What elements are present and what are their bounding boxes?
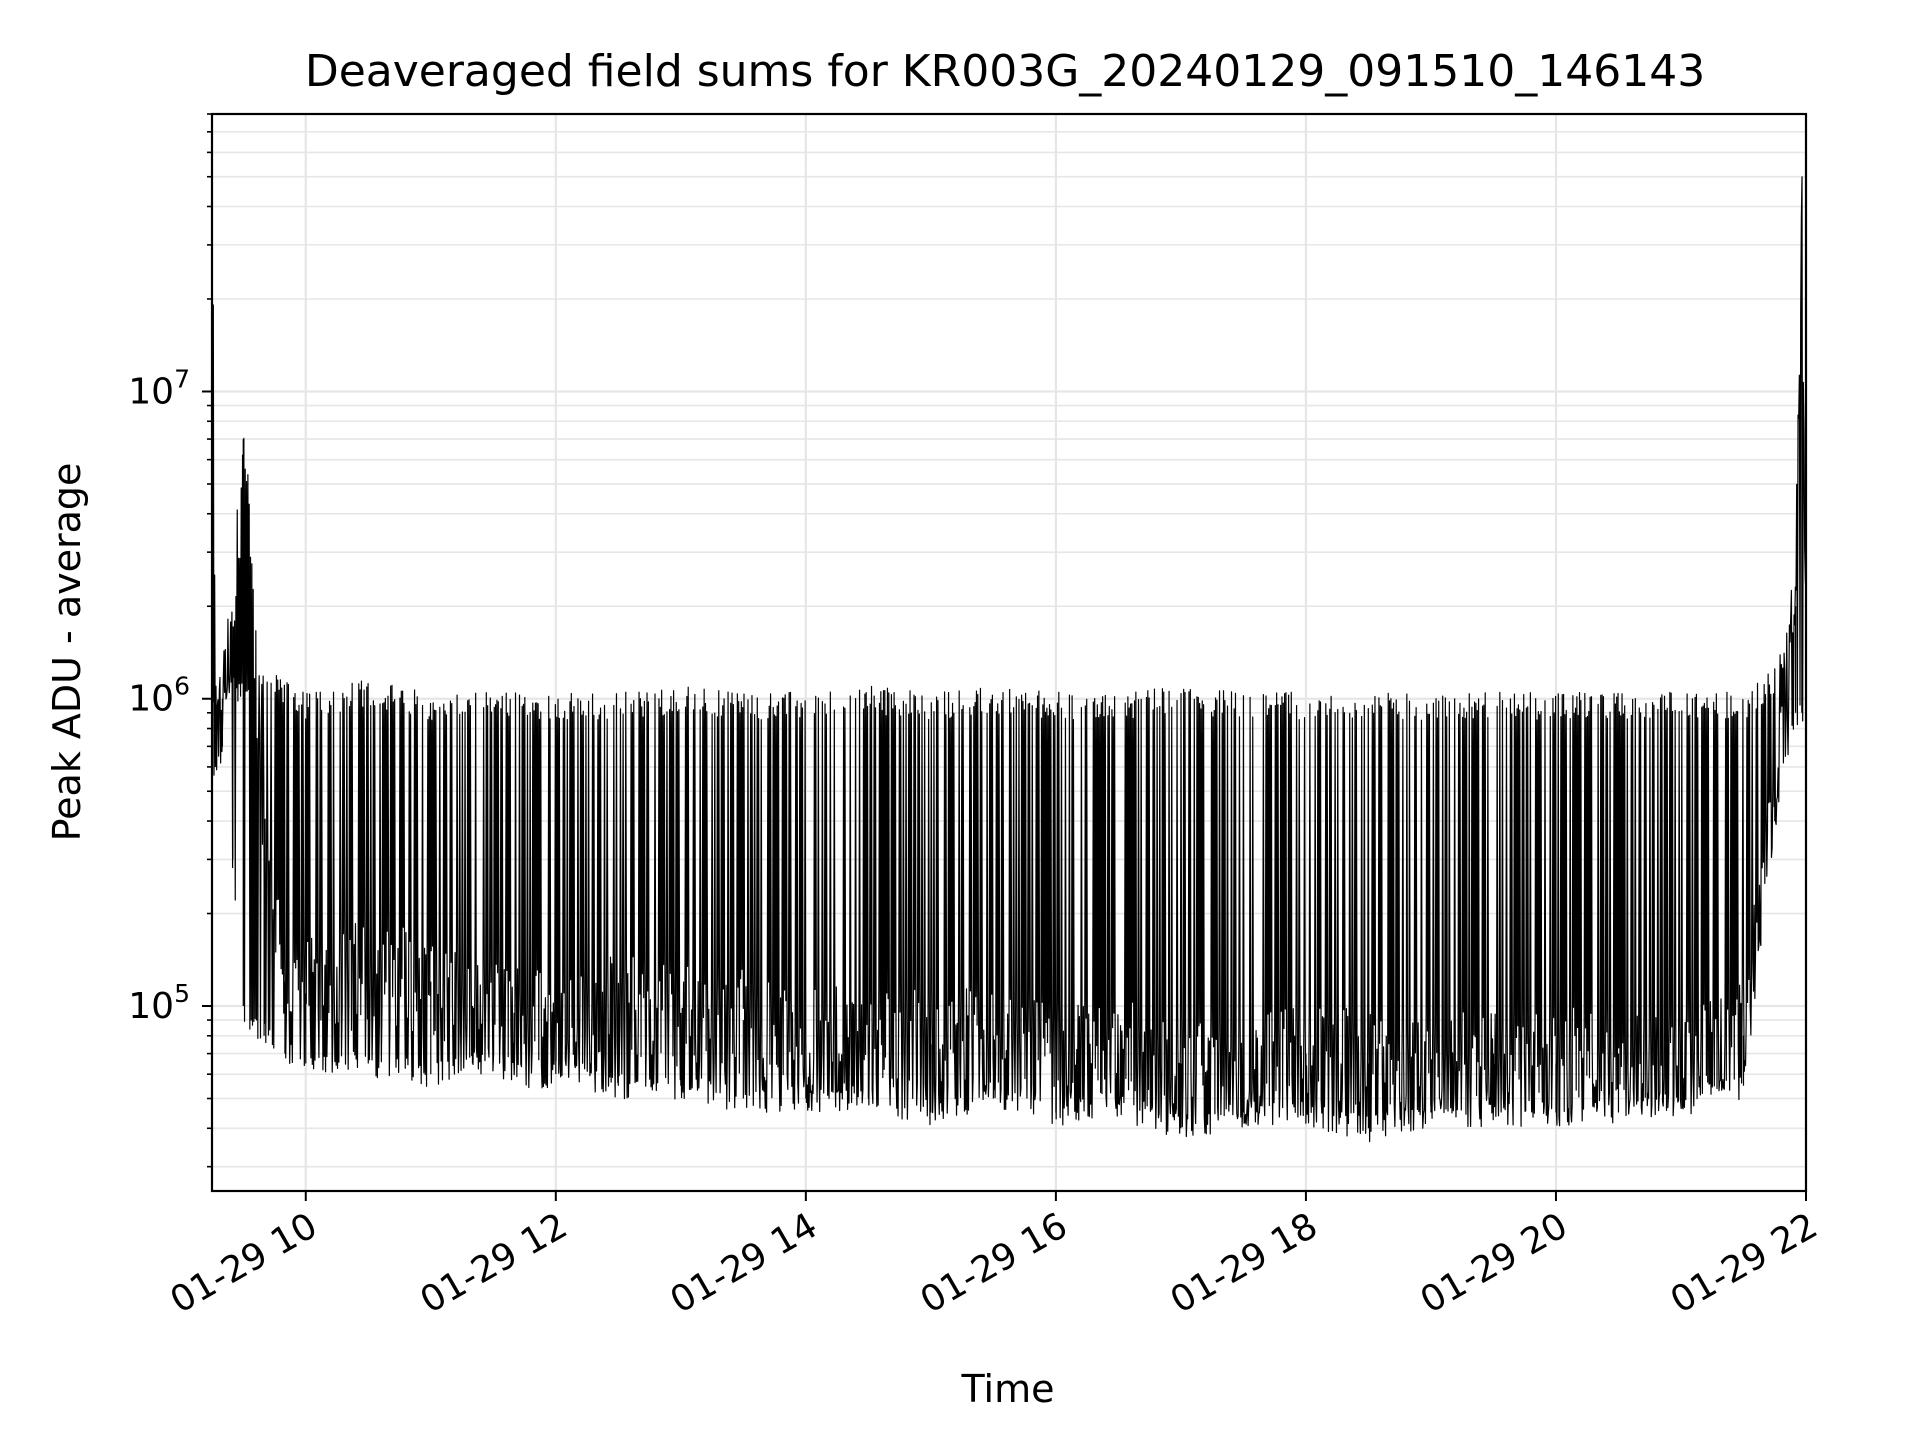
chart-title: Deaveraged field sums for KR003G_2024012… — [305, 46, 1705, 97]
y-tick-base: 10 — [128, 371, 174, 412]
series-line — [211, 160, 1807, 1143]
plot-area — [211, 160, 1807, 1143]
y-tick-base: 10 — [128, 986, 174, 1027]
y-tick-exponent: 7 — [174, 364, 190, 393]
y-tick-exponent: 6 — [174, 672, 190, 701]
y-tick-base: 10 — [128, 679, 174, 720]
y-tick-exponent: 5 — [174, 979, 190, 1008]
y-tick-label: 106 — [128, 672, 190, 720]
axes-frame — [210, 112, 1808, 1193]
y-tick-label: 105 — [128, 979, 190, 1027]
y-tick-label: 107 — [128, 364, 190, 412]
x-axis-label: Time — [961, 1367, 1055, 1411]
y-axis-label: Peak ADU - average — [45, 463, 89, 842]
